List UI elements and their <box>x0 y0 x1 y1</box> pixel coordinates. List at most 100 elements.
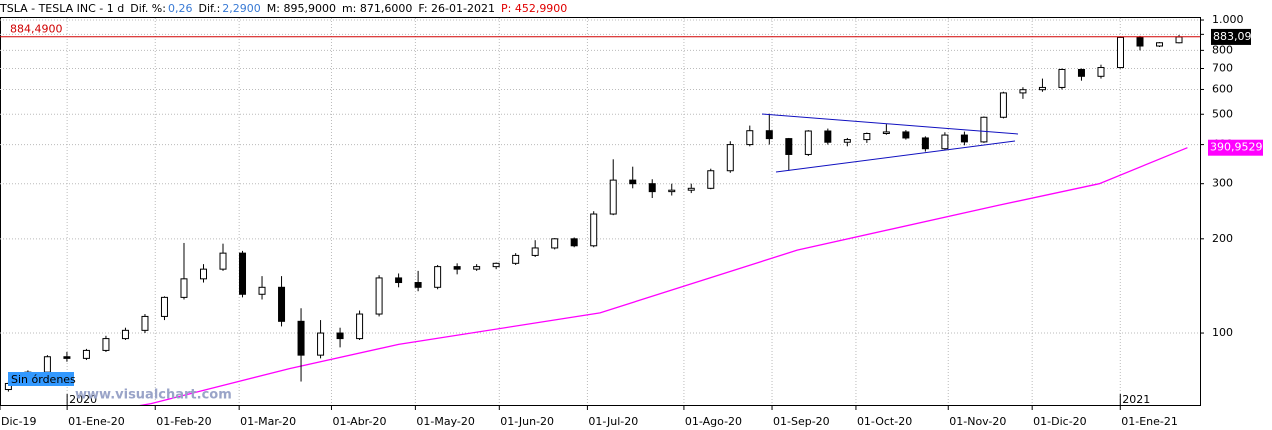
candle-body <box>1116 36 1124 69</box>
label: Dif.: <box>198 2 221 15</box>
x-tick-label: 01-Jun-20 <box>500 415 554 428</box>
candle-body <box>219 252 227 270</box>
candle-body <box>395 277 403 284</box>
candle-body <box>765 130 773 140</box>
x-tick-label: 01-Nov-20 <box>949 415 1006 428</box>
candle-body <box>902 131 910 139</box>
x-tick-label: 01-Sep-20 <box>773 415 830 428</box>
candle-body <box>531 247 539 256</box>
x-tick-label: 01-Mar-20 <box>240 415 296 428</box>
candle-body <box>1136 36 1144 47</box>
candle-body <box>609 179 617 215</box>
x-tick-label: 01-Feb-20 <box>156 415 211 428</box>
candle-body <box>160 296 168 317</box>
candle-body <box>921 137 929 150</box>
orders-button-label[interactable]: Sin órdenes <box>11 373 76 386</box>
candle-body <box>941 134 949 150</box>
overlay: 884,4900 883,09 390,9529 <box>0 23 1263 156</box>
x-tick-label: 01-May-20 <box>416 415 474 428</box>
candle-body <box>1156 42 1164 47</box>
candle-body <box>239 252 247 295</box>
candle-body <box>43 356 51 373</box>
trend-line <box>761 113 1019 135</box>
ma-last-box <box>1208 139 1263 156</box>
last-price-box <box>1211 28 1251 45</box>
candle-body <box>102 338 110 351</box>
candle-body <box>570 238 578 247</box>
candle-body <box>1038 86 1046 91</box>
x-tick-label: 01-Oct-20 <box>857 415 912 428</box>
candle-body <box>141 315 149 331</box>
year-label: 2021 <box>1122 393 1150 406</box>
candle-body <box>1077 68 1085 77</box>
candle-body <box>1097 67 1105 77</box>
y-tick-label: 500 <box>1212 107 1233 120</box>
x-tick-label: 01-Dic-20 <box>1033 415 1087 428</box>
candle-body <box>258 286 266 295</box>
x-tick-label: 01-Ene-21 <box>1121 415 1178 428</box>
candle-body <box>317 332 325 356</box>
x-tick-label: 01-Ago-20 <box>685 415 742 428</box>
candle-body <box>82 349 90 359</box>
candle-body <box>121 329 129 340</box>
value: F: 26-01-2021 <box>418 2 495 15</box>
candle-body <box>492 262 500 268</box>
candle-body <box>453 266 461 270</box>
candle-body <box>414 282 422 288</box>
candle-body <box>629 179 637 185</box>
moving-average <box>139 147 1188 405</box>
value: M: 895,9000 <box>266 2 336 15</box>
last-price-label: 883,09 <box>1213 30 1252 43</box>
orders-button[interactable] <box>8 372 74 386</box>
value: 0,26 <box>167 2 193 15</box>
y-tick-label: 100 <box>1212 326 1233 339</box>
candle-body <box>375 277 383 315</box>
candle-body <box>336 332 344 340</box>
x-tick-label: Dic-19 <box>1 415 37 428</box>
x-tick-label: 01-Abr-20 <box>332 415 386 428</box>
candle-body <box>1175 36 1183 44</box>
candle-body <box>473 266 481 270</box>
candle-body <box>999 92 1007 118</box>
trend-line <box>775 140 1016 173</box>
y-tick-label: 200 <box>1212 232 1233 245</box>
label: Dif. %: <box>130 2 166 15</box>
candle-body <box>63 356 71 359</box>
candle-body <box>843 139 851 143</box>
value: m: 871,6000 <box>341 2 413 15</box>
y-tick-label: 1.000 <box>1212 13 1244 26</box>
marks <box>4 34 1188 405</box>
candle-body <box>804 130 812 155</box>
candle-body <box>590 213 598 247</box>
candle-body <box>824 130 832 143</box>
candle-body <box>707 170 715 189</box>
grid: 1002003004005006007008009001.000Dic-1901… <box>0 13 1244 428</box>
watermark: www.visualchart.com <box>75 388 232 403</box>
level-label: 884,4900 <box>10 23 63 36</box>
y-tick-label: 700 <box>1212 62 1233 75</box>
symbol: TSLA - TESLA INC - 1 d <box>0 2 125 15</box>
candle-body <box>980 116 988 143</box>
candle-body <box>356 313 364 340</box>
candle-body <box>882 131 890 134</box>
y-tick-label: 600 <box>1212 82 1233 95</box>
candle-body <box>512 254 520 264</box>
candle-body <box>180 278 188 298</box>
candle-body <box>687 187 695 191</box>
candle-body <box>648 183 656 193</box>
candle-body <box>199 268 207 280</box>
candle-body <box>1019 89 1027 94</box>
x-tick-label: 01-Jul-20 <box>588 415 638 428</box>
candle-body <box>297 320 305 356</box>
candle-body <box>434 266 442 288</box>
candle-body <box>278 286 286 322</box>
year-label: 2020 <box>69 393 97 406</box>
ma-last-label: 390,9529 <box>1210 141 1263 154</box>
candle-body <box>551 238 559 249</box>
plot-border <box>0 17 1201 406</box>
x-tick-label: 01-Ene-20 <box>68 415 125 428</box>
y-tick-label: 800 <box>1212 43 1233 56</box>
candle-body <box>960 134 968 143</box>
